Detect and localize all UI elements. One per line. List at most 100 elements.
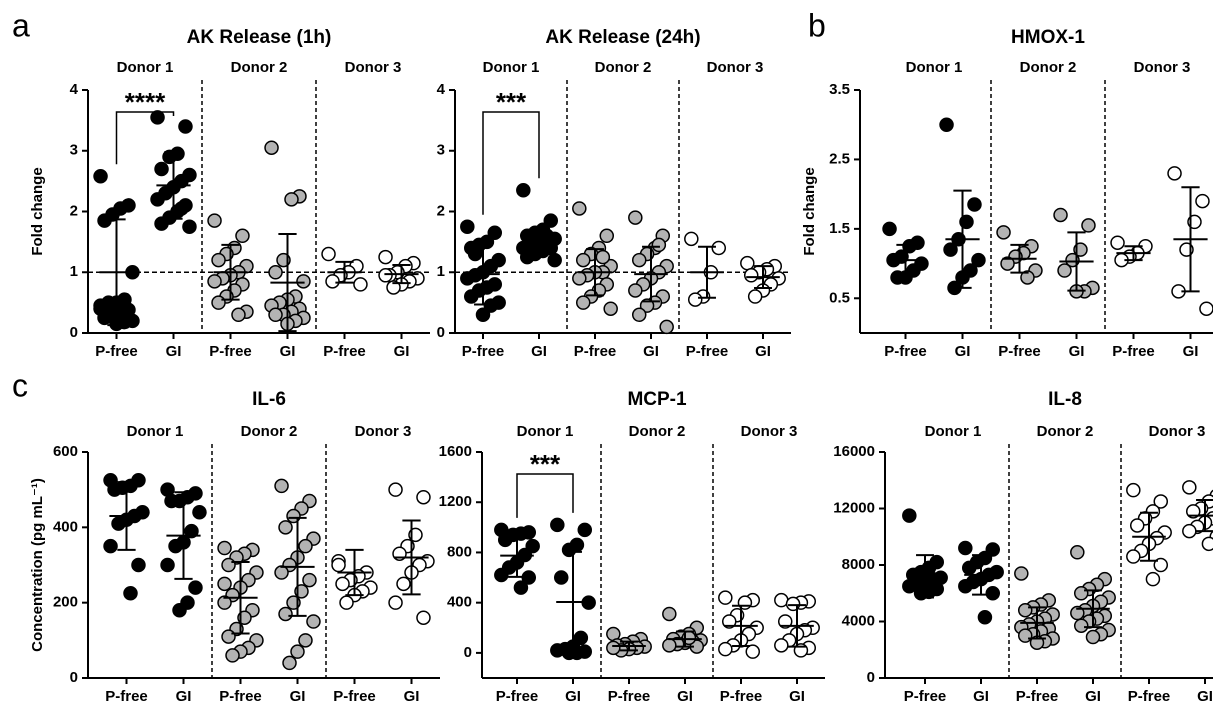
data-point — [188, 580, 203, 595]
data-point — [97, 310, 112, 326]
data-point — [599, 228, 615, 244]
donor-label: Donor 1 — [517, 423, 574, 440]
y-tick-label: 800 — [447, 543, 472, 560]
significance-bracket — [115, 111, 175, 165]
data-point — [745, 644, 761, 659]
significance-label: *** — [530, 449, 561, 479]
panel-label: a — [12, 7, 30, 43]
x-tick-label: GI — [290, 688, 306, 705]
data-point — [603, 301, 618, 316]
data-point — [628, 210, 643, 225]
y-tick-label: 200 — [53, 594, 78, 611]
data-point — [943, 242, 958, 257]
data-point — [211, 295, 226, 310]
chart-title: IL-8 — [1048, 389, 1082, 410]
data-point — [331, 557, 346, 573]
donor-label: Donor 2 — [595, 59, 652, 76]
data-point — [497, 532, 513, 548]
data-point — [207, 213, 222, 228]
donor-label: Donor 1 — [483, 59, 540, 76]
x-tick-label: P-free — [323, 343, 366, 360]
donor-label: Donor 3 — [345, 59, 402, 76]
data-point — [192, 505, 207, 520]
data-point — [1110, 235, 1125, 250]
data-point — [97, 213, 112, 228]
data-point — [282, 655, 297, 671]
data-point — [1057, 263, 1072, 278]
data-point — [572, 201, 587, 216]
donor-label: Donor 1 — [127, 423, 184, 440]
y-tick-label: 1 — [437, 263, 445, 280]
y-tick-label: 0 — [867, 669, 875, 686]
data-point — [631, 307, 647, 323]
data-point — [890, 270, 905, 285]
donor-label: Donor 2 — [241, 423, 298, 440]
data-point — [494, 567, 509, 583]
data-point — [378, 268, 393, 283]
data-point — [774, 638, 789, 653]
data-point — [550, 643, 565, 658]
data-point — [93, 169, 108, 184]
data-point — [416, 610, 431, 625]
data-point — [662, 638, 677, 653]
data-point — [687, 292, 703, 307]
x-tick-label: P-free — [1016, 688, 1059, 705]
y-tick-label: 1600 — [439, 443, 472, 460]
data-point — [290, 644, 305, 659]
data-point — [958, 540, 973, 556]
y-tick-label: 0 — [437, 324, 445, 341]
data-point — [651, 237, 667, 253]
y-tick-label: 0 — [70, 669, 78, 686]
x-tick-label: P-free — [686, 343, 729, 360]
data-point — [460, 271, 475, 286]
data-point — [111, 516, 126, 531]
x-tick-label: P-free — [95, 343, 138, 360]
data-point — [1145, 571, 1161, 587]
data-point — [1081, 218, 1096, 233]
data-point — [184, 523, 199, 539]
data-point — [572, 271, 587, 286]
x-tick-label: P-free — [496, 688, 539, 705]
data-point — [1201, 536, 1213, 552]
data-point — [996, 225, 1011, 240]
x-tick-label: P-free — [904, 688, 947, 705]
x-tick-label: GI — [565, 688, 581, 705]
donor-label: Donor 2 — [231, 59, 288, 76]
data-point — [958, 578, 973, 594]
x-tick-label: GI — [166, 343, 182, 360]
data-point — [150, 110, 165, 125]
data-point — [553, 570, 569, 585]
data-point — [284, 192, 299, 207]
significance-label: **** — [125, 87, 166, 117]
data-point — [278, 606, 293, 622]
data-point — [339, 595, 354, 610]
data-point — [659, 319, 674, 335]
data-point — [718, 641, 733, 657]
data-point — [460, 219, 475, 234]
data-point — [306, 614, 321, 629]
x-tick-label: P-free — [209, 343, 252, 360]
data-point — [386, 280, 401, 295]
x-tick-label: GI — [1197, 688, 1213, 705]
data-point — [103, 538, 118, 554]
data-point — [174, 201, 189, 216]
data-point — [483, 298, 499, 313]
data-point — [1167, 166, 1182, 181]
data-point — [1053, 207, 1068, 223]
data-point — [902, 578, 917, 594]
data-point — [577, 522, 593, 538]
data-point — [378, 249, 393, 265]
data-point — [721, 614, 737, 629]
data-point — [268, 307, 283, 323]
x-tick-label: GI — [677, 688, 693, 705]
data-point — [93, 298, 108, 313]
x-tick-label: GI — [789, 688, 805, 705]
data-point — [396, 576, 411, 592]
data-point — [298, 633, 313, 648]
x-tick-label: P-free — [608, 688, 651, 705]
x-tick-label: P-free — [720, 688, 763, 705]
y-axis-label: Fold change — [801, 167, 818, 255]
data-point — [740, 255, 755, 271]
data-point — [1182, 523, 1197, 539]
